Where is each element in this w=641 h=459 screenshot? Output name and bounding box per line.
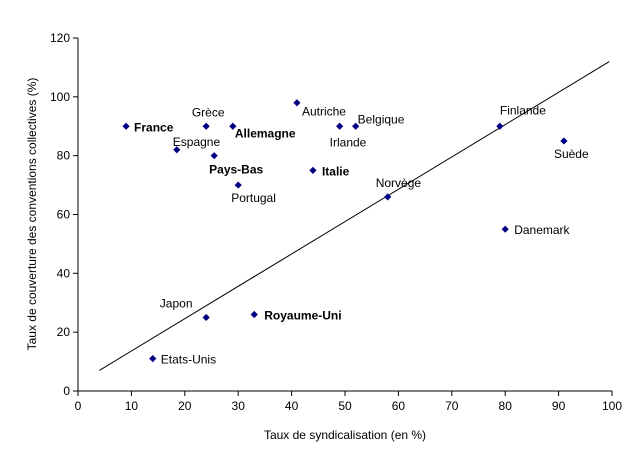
y-tick-label: 40 <box>57 266 71 280</box>
scatter-point <box>352 122 360 130</box>
point-label: Grèce <box>192 105 225 119</box>
x-tick-label: 100 <box>602 399 622 413</box>
x-tick-label: 50 <box>338 399 352 413</box>
scatter-point <box>293 99 301 107</box>
scatter-point <box>210 152 218 160</box>
point-label: Allemagne <box>235 126 296 140</box>
point-label: France <box>134 120 174 134</box>
plot-area: 0 10 20 30 40 50 60 70 80 90 100 0 20 40 60 80 100 120 F… <box>50 31 622 413</box>
point-label: Espagne <box>173 135 221 149</box>
x-tick-label: 30 <box>232 399 246 413</box>
data-points <box>122 99 568 363</box>
point-label: Italie <box>322 164 350 178</box>
point-label: Belgique <box>358 112 405 126</box>
scatter-point <box>501 225 509 233</box>
scatter-point <box>122 122 130 130</box>
trend-line <box>99 61 610 371</box>
x-tick-label: 10 <box>125 399 139 413</box>
scatter-point <box>336 122 344 130</box>
scatter-point <box>202 122 210 130</box>
point-label: Suède <box>554 147 589 161</box>
point-label: Autriche <box>302 105 346 119</box>
scatter-point <box>496 122 504 130</box>
x-tick-label: 80 <box>499 399 513 413</box>
scatter-point <box>234 181 242 189</box>
point-label: Norvège <box>376 176 422 190</box>
point-label: Royaume-Uni <box>264 309 341 323</box>
scatter-point <box>384 193 392 201</box>
scatter-point <box>560 137 568 145</box>
scatter-point <box>250 310 258 319</box>
point-label: Pays-Bas <box>209 163 263 177</box>
scatter-point <box>202 313 210 322</box>
y-tick-label: 60 <box>57 208 71 222</box>
x-tick-label: 70 <box>445 399 459 413</box>
y-tick-label: 120 <box>50 31 70 45</box>
x-tick-label: 60 <box>392 399 406 413</box>
x-tick-label: 0 <box>75 399 82 413</box>
point-label: Danemark <box>514 223 570 237</box>
scatter-point <box>173 146 181 154</box>
scatter-point <box>309 166 317 174</box>
y-tick-label: 80 <box>57 149 71 163</box>
point-label: Etats-Unis <box>161 353 216 367</box>
point-label: Finlande <box>500 103 546 117</box>
y-axis-ticks: 0 20 40 60 80 100 120 <box>50 31 78 398</box>
point-label: Portugal <box>231 191 276 205</box>
x-tick-label: 20 <box>178 399 192 413</box>
scatter-point <box>229 122 237 130</box>
y-tick-label: 100 <box>50 90 70 104</box>
point-label: Irlande <box>330 135 367 149</box>
scatter-point <box>149 355 157 363</box>
y-tick-label: 20 <box>57 325 71 339</box>
point-labels: France Grèce Allemagne Espagne Pays-Bas Portu… <box>134 103 589 366</box>
y-tick-label: 0 <box>63 384 70 398</box>
x-axis-ticks: 0 10 20 30 40 50 60 70 80 90 100 <box>75 391 622 413</box>
y-axis-title: Taux de couverture des conventions colle… <box>25 78 39 351</box>
x-tick-label: 90 <box>552 399 566 413</box>
x-axis-title: Taux de syndicalisation (en %) <box>264 428 426 442</box>
point-label: Japon <box>160 296 193 310</box>
x-tick-label: 40 <box>285 399 299 413</box>
